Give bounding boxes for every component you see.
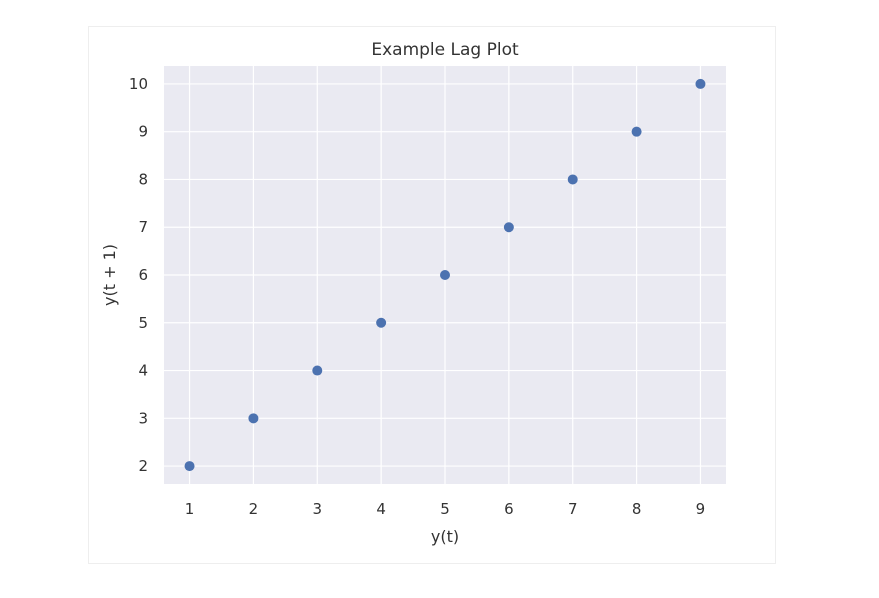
y-tick-label: 6	[138, 266, 148, 284]
data-point	[184, 461, 195, 472]
y-tick-label: 2	[138, 457, 148, 475]
y-tick-labels: 2 3 4 5 6 7 8 9 10	[129, 75, 148, 475]
y-tick-label: 9	[138, 123, 148, 141]
y-tick-label: 3	[138, 409, 148, 427]
x-tick-label: 5	[440, 500, 450, 518]
data-points	[184, 78, 706, 472]
data-point	[376, 317, 387, 328]
x-tick-label: 9	[696, 500, 706, 518]
x-tick-label: 6	[504, 500, 514, 518]
y-tick-label: 7	[138, 218, 148, 236]
x-tick-label: 3	[312, 500, 322, 518]
y-axis-label: y(t + 1)	[100, 244, 119, 306]
x-tick-label: 2	[249, 500, 259, 518]
data-point	[503, 222, 514, 233]
data-point	[631, 126, 642, 137]
data-point	[312, 365, 323, 376]
x-tick-labels: 1 2 3 4 5 6 7 8 9	[185, 500, 705, 518]
y-tick-label: 4	[138, 362, 148, 380]
x-tick-label: 7	[568, 500, 578, 518]
x-tick-label: 1	[185, 500, 195, 518]
data-point	[248, 413, 259, 424]
data-point	[567, 174, 578, 185]
x-axis-label: y(t)	[431, 527, 459, 546]
data-point	[695, 78, 706, 89]
data-point	[440, 270, 450, 280]
y-tick-label: 8	[138, 170, 148, 188]
y-tick-label: 10	[129, 75, 148, 93]
x-tick-label: 8	[632, 500, 642, 518]
y-tick-label: 5	[138, 314, 148, 332]
chart-title: Example Lag Plot	[371, 40, 519, 60]
x-tick-label: 4	[376, 500, 386, 518]
